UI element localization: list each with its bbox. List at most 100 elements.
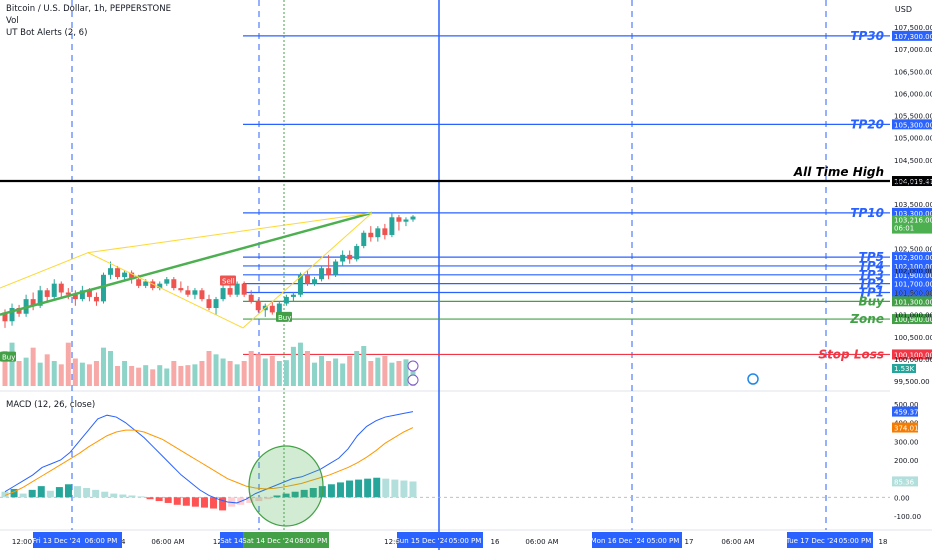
time-tag xyxy=(592,532,644,548)
candle-body xyxy=(178,288,184,291)
buy-signal-label: Buy xyxy=(278,314,291,322)
plus-icon xyxy=(407,360,419,372)
candle-body xyxy=(122,272,128,278)
indicator-legend[interactable]: UT Bot Alerts (2, 6) xyxy=(6,28,88,38)
candle-body xyxy=(143,281,149,286)
volume-bar xyxy=(326,361,332,386)
price-tick: 102,000.00 xyxy=(894,267,932,275)
price-tag xyxy=(892,119,932,130)
volume-bar xyxy=(65,342,71,386)
current-price-text: 103,216.00 xyxy=(894,217,932,225)
volume-bar xyxy=(2,351,8,386)
volume-bar xyxy=(44,354,50,386)
volume-bar xyxy=(290,346,296,386)
buy-signal xyxy=(0,351,16,362)
macd-value-tag xyxy=(892,422,918,433)
macd-histogram-bar xyxy=(300,489,308,498)
volume-bar xyxy=(368,361,374,386)
time-tag-text: Fri 13 Dec '24 xyxy=(32,537,81,545)
candle-body xyxy=(227,288,233,295)
time-tag-text: 05:00 PM xyxy=(449,537,482,545)
symbol-title[interactable]: Bitcoin / U.S. Dollar, 1h, PEPPERSTONE xyxy=(6,4,171,14)
price-tag xyxy=(892,314,932,325)
candle-body xyxy=(171,279,177,289)
candle-body xyxy=(368,232,374,238)
price-tag xyxy=(892,176,932,187)
candle-body xyxy=(312,279,318,284)
macd-tick: 0.00 xyxy=(894,494,910,502)
price-tag-text: 101,500.00 xyxy=(894,290,932,298)
macd-tick: 500.00 xyxy=(894,401,919,409)
candle-body xyxy=(206,299,212,308)
candle-body xyxy=(403,219,409,222)
volume-legend[interactable]: Vol xyxy=(6,16,19,26)
trend-line xyxy=(0,211,373,316)
candle-body xyxy=(72,294,78,300)
volume-bar xyxy=(396,361,402,386)
candle-body xyxy=(86,290,92,297)
candle-body xyxy=(241,283,247,295)
macd-histogram-bar xyxy=(28,489,36,498)
level-label: TP2 xyxy=(859,277,884,291)
time-tag-text: Sat 14 Dec '24 xyxy=(242,537,294,545)
candle-body xyxy=(2,312,8,322)
macd-histogram-bar xyxy=(373,477,381,498)
volume-bar xyxy=(340,363,346,386)
macd-histogram-bar xyxy=(336,482,344,498)
volume-bar xyxy=(213,354,219,386)
time-label: 06:00 AM xyxy=(525,538,558,546)
volume-bar xyxy=(269,356,275,386)
macd-histogram-bar xyxy=(382,478,390,498)
volume-bar xyxy=(86,364,92,386)
time-tag xyxy=(33,532,80,548)
volume-bar xyxy=(178,366,184,386)
level-label: Stop Loss xyxy=(818,347,884,361)
time-tag xyxy=(397,532,447,548)
macd-tick: 200.00 xyxy=(894,457,919,465)
macd-value-text: 459.37 xyxy=(894,409,919,417)
candle-body xyxy=(290,294,296,297)
candle-body xyxy=(347,254,353,260)
volume-bar xyxy=(37,362,43,386)
candle-body xyxy=(136,279,142,286)
level-label: TP5 xyxy=(859,250,884,264)
time-tag xyxy=(293,532,329,548)
price-tag-text: 105,300.00 xyxy=(894,121,932,129)
candle-body xyxy=(304,274,310,284)
price-tag-text: 100,900.00 xyxy=(894,316,932,324)
volume-bar xyxy=(241,361,247,386)
volume-bar xyxy=(108,351,114,386)
macd-histogram-bar xyxy=(46,490,54,498)
volume-bar xyxy=(115,366,121,386)
macd-histogram-bar xyxy=(110,493,118,498)
volume-bar xyxy=(79,362,85,386)
flag-icon xyxy=(747,373,759,385)
macd-histogram-bar xyxy=(155,497,163,502)
price-tag-text: 103,300.00 xyxy=(894,210,932,218)
candle-body xyxy=(248,294,254,302)
volume-bar xyxy=(262,358,268,386)
macd-histogram-bar xyxy=(391,479,399,498)
macd-histogram-bar xyxy=(10,488,18,498)
current-price-tag xyxy=(892,215,932,234)
time-tag-text: 05:00 PM xyxy=(647,537,680,545)
time-tag xyxy=(80,532,122,548)
macd-legend[interactable]: MACD (12, 26, close) xyxy=(6,400,96,410)
time-label: 06:00 AM xyxy=(721,538,754,546)
volume-bar xyxy=(30,347,36,386)
volume-bar xyxy=(16,361,22,386)
level-label: TP4 xyxy=(859,259,884,273)
volume-bar xyxy=(51,361,57,386)
volume-bar xyxy=(227,361,233,386)
volume-bar xyxy=(333,358,339,386)
macd-histogram-bar xyxy=(74,486,82,498)
volume-bar xyxy=(199,361,205,386)
volume-bar xyxy=(255,354,261,386)
volume-bar xyxy=(93,361,99,386)
volume-bar xyxy=(220,358,226,386)
price-tag xyxy=(892,296,932,307)
volume-bar xyxy=(276,361,282,386)
candle-body xyxy=(79,290,85,300)
price-tag-text: 101,300.00 xyxy=(894,298,932,306)
